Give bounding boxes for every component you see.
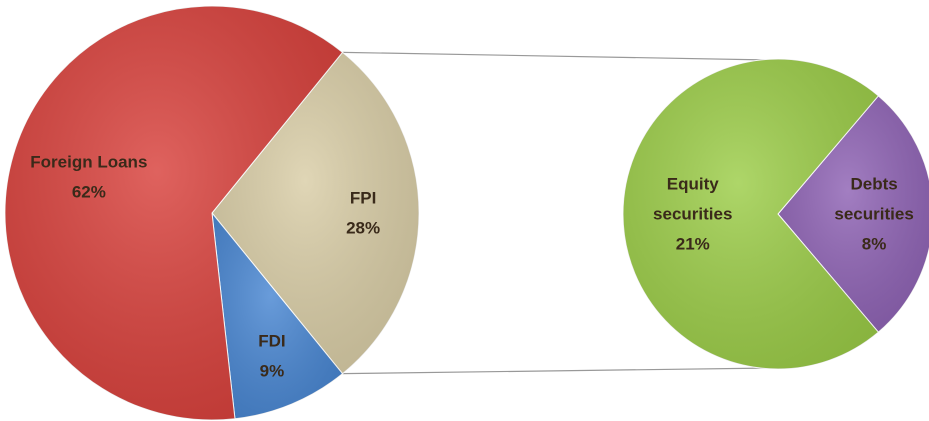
slice-name: FPI bbox=[349, 188, 377, 208]
slice-label: FPI 28% bbox=[293, 183, 433, 243]
slice-percent: 8% bbox=[861, 233, 887, 253]
slice-label: Debts securities 8% bbox=[819, 169, 929, 258]
slice-percent: 21% bbox=[675, 233, 710, 253]
slice-label: Equity securities 21% bbox=[638, 169, 748, 258]
slice-percent: 62% bbox=[71, 181, 106, 201]
slice-shade bbox=[4, 5, 343, 420]
slice-shade bbox=[622, 59, 879, 370]
slice-percent: 9% bbox=[259, 361, 285, 381]
slice-label: Foreign Loans 62% bbox=[19, 147, 159, 207]
slice-name: Equity securities bbox=[653, 174, 733, 224]
connector-line bbox=[342, 367, 771, 375]
slice-shade bbox=[778, 95, 929, 333]
connector-line bbox=[342, 51, 771, 61]
slice-shade bbox=[212, 213, 343, 419]
slice-name: Foreign Loans bbox=[30, 152, 148, 172]
slice-name: Debts securities bbox=[834, 174, 914, 224]
slice-name: FDI bbox=[258, 331, 286, 351]
slice-shade bbox=[212, 52, 419, 374]
slice-percent: 28% bbox=[346, 218, 381, 237]
slice-label: FDI 9% bbox=[202, 326, 342, 386]
